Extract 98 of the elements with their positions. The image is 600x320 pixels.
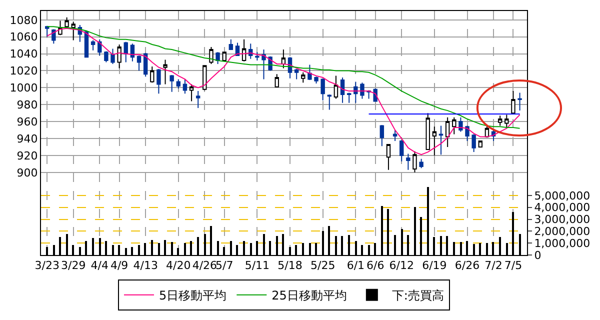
candlestick	[196, 90, 200, 109]
x-tick-label: 6/6	[366, 259, 384, 272]
candlestick	[445, 116, 450, 148]
y2-tick-label: 3,000,000	[534, 213, 590, 226]
candlestick	[320, 78, 325, 101]
candlestick	[392, 130, 398, 142]
x-tick-label: 5/25	[310, 259, 336, 272]
y-tick-label: 900	[16, 166, 38, 180]
x-tick-label: 4/26	[192, 259, 218, 272]
candlestick	[400, 140, 404, 162]
candlestick	[209, 46, 214, 64]
x-tick-label: 7/2	[484, 259, 502, 272]
candlestick	[110, 48, 115, 64]
candlestick	[386, 144, 391, 170]
y2-tick-label: 1,000,000	[534, 236, 590, 250]
y-tick-label: 1000	[10, 82, 38, 95]
candlestick	[274, 74, 279, 88]
candlestick	[301, 72, 306, 84]
candlestick	[182, 78, 188, 94]
candlestick	[426, 112, 430, 150]
candlestick	[52, 28, 56, 44]
candlestick	[498, 115, 502, 126]
candlestick	[406, 153, 410, 170]
x-tick-label: 5/7	[216, 259, 234, 272]
x-tick-label: 3/29	[61, 259, 86, 272]
candlestick	[314, 76, 318, 84]
candlestick	[64, 16, 69, 28]
y-tick-label: 960	[16, 115, 38, 128]
y-tick-label: 940	[16, 132, 38, 146]
candlestick	[294, 68, 299, 80]
candlestick	[136, 54, 142, 72]
candlestick	[308, 64, 312, 81]
y2-tick-label: 4,000,000	[534, 201, 590, 214]
x-tick-label: 3/23	[34, 259, 60, 272]
x-tick-label: 6/1	[346, 259, 365, 272]
x-tick-label: 4/20	[166, 259, 191, 272]
candlestick	[242, 38, 246, 62]
line-series	[46, 28, 520, 156]
candlestick	[412, 150, 417, 173]
candlestick	[452, 116, 456, 135]
x-tick-label: 5/18	[278, 259, 302, 272]
x-tick-label: 4/4	[90, 259, 108, 272]
y-tick-label: 920	[16, 149, 38, 162]
x-tick-label: 7/5	[504, 259, 522, 272]
candlestick	[117, 44, 122, 69]
candlestick	[124, 41, 128, 63]
y-tick-label: 1060	[10, 30, 38, 44]
candlestick	[262, 49, 266, 80]
candlestick	[163, 59, 168, 85]
legend-label: 25日移動平均	[272, 288, 347, 303]
candlestick	[340, 77, 345, 104]
x-tick-label: 4/13	[133, 259, 158, 272]
candlestick	[189, 84, 194, 102]
candlestick	[228, 38, 234, 50]
candlestick	[354, 81, 358, 104]
y-tick-label: 1080	[10, 14, 38, 27]
candlestick	[156, 68, 161, 94]
x-tick-label: 6/19	[422, 259, 447, 272]
candlestick	[458, 116, 463, 132]
candlestick	[90, 40, 96, 51]
y2-tick-label: 0	[534, 248, 542, 262]
candlestick	[438, 125, 444, 156]
candlestick	[472, 134, 476, 153]
candlestick	[71, 21, 76, 41]
x-tick-label: 4/9	[110, 259, 128, 272]
candlestick	[504, 114, 509, 128]
x-tick-label: 6/12	[389, 259, 414, 272]
candlestick	[170, 74, 174, 92]
y2-tick-label: 2,000,000	[534, 225, 590, 238]
x-tick-label: 6/26	[454, 259, 480, 272]
candlestick	[518, 92, 522, 112]
candlestick	[478, 140, 482, 148]
x-tick-label: 5/11	[244, 259, 270, 272]
candlestick	[202, 65, 207, 91]
legend-label: 下:売買高	[392, 288, 444, 303]
candlestick	[255, 52, 260, 62]
candlestick	[419, 158, 424, 169]
candlestick	[465, 125, 470, 142]
candlestick	[104, 50, 108, 63]
candlestick	[380, 124, 384, 147]
candlestick	[216, 52, 220, 64]
candlestick	[176, 78, 181, 90]
y-tick-label: 1020	[10, 64, 38, 78]
candlestick	[511, 90, 516, 114]
candlestick	[346, 92, 352, 104]
candlestick	[334, 75, 338, 100]
y-tick-label: 1040	[10, 48, 38, 61]
candlestick	[360, 82, 364, 100]
candlestick	[281, 49, 286, 69]
y-tick-label: 980	[16, 98, 38, 112]
candlestick	[150, 66, 154, 84]
candlestick	[45, 25, 50, 38]
line-series	[46, 26, 520, 129]
y2-tick-label: 5,000,000	[534, 189, 590, 202]
legend-label: 5日移動平均	[159, 288, 227, 303]
candlestick	[327, 94, 332, 110]
candlestick	[222, 52, 226, 62]
candlestick	[432, 126, 437, 156]
